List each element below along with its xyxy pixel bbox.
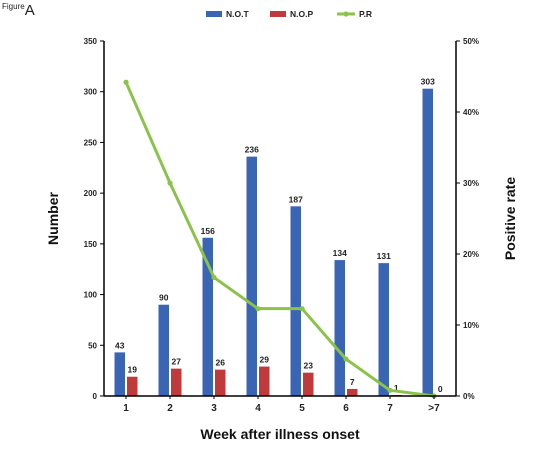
x-tick-label-3: 4: [255, 403, 261, 414]
data-label-nop-1: 27: [172, 357, 182, 367]
y2-axis-title: Positive rate: [502, 177, 518, 260]
point-pr-4: [299, 306, 305, 312]
y-tick-label-6: 300: [84, 88, 98, 97]
data-label-not-4: 187: [289, 194, 303, 204]
legend-label-nop: N.O.P: [290, 9, 313, 19]
x-tick-label-4: 5: [299, 403, 305, 414]
y2-tick-label-0: 0%: [463, 392, 475, 401]
figure-letter: A: [24, 2, 35, 19]
figure-label: FigureA: [2, 2, 35, 20]
y2-tick-label-4: 40%: [463, 108, 479, 117]
data-label-nop-3: 29: [260, 355, 270, 365]
bar-nop-4: [303, 372, 314, 396]
legend-marker-pr: [343, 11, 349, 17]
data-label-nop-7: 0: [438, 384, 443, 394]
bar-not-1: [158, 304, 169, 396]
legend-swatch-not: [206, 11, 222, 17]
bar-not-0: [114, 352, 125, 396]
data-label-nop-0: 19: [128, 365, 138, 375]
bar-nop-5: [347, 388, 358, 396]
data-label-not-3: 236: [245, 145, 259, 155]
y-tick-label-1: 50: [88, 341, 97, 350]
point-pr-5: [343, 356, 349, 362]
y2-tick-label-5: 50%: [463, 37, 479, 46]
x-tick-label-2: 3: [211, 403, 217, 414]
data-label-not-2: 156: [201, 226, 215, 236]
x-tick-label-0: 1: [123, 403, 129, 414]
x-tick-label-1: 2: [167, 403, 173, 414]
y-axis-title: Number: [45, 192, 61, 245]
x-tick-label-7: >7: [428, 403, 440, 414]
x-axis-title: Week after illness onset: [200, 426, 360, 442]
y-tick-label-7: 350: [84, 37, 98, 46]
legend-label-pr: P.R: [359, 9, 372, 19]
y2-tick-label-1: 10%: [463, 321, 479, 330]
x-tick-label-6: 7: [387, 403, 393, 414]
point-pr-2: [211, 274, 217, 281]
point-pr-3: [255, 306, 261, 312]
figure-prefix: Figure: [2, 2, 25, 11]
y2-tick-label-3: 30%: [463, 179, 479, 188]
y-tick-label-0: 0: [93, 392, 98, 401]
y-tick-label-3: 150: [84, 240, 98, 249]
bar-nop-3: [259, 366, 270, 396]
bar-not-6: [378, 263, 389, 396]
legend-label-not: N.O.T: [226, 9, 249, 19]
legend-swatch-nop: [270, 11, 286, 17]
bar-not-3: [246, 156, 257, 396]
data-label-not-6: 131: [377, 251, 391, 261]
data-label-nop-2: 26: [216, 358, 226, 368]
data-label-not-7: 303: [421, 77, 435, 87]
data-label-not-1: 90: [159, 293, 169, 303]
data-label-nop-5: 7: [350, 377, 355, 387]
bar-nop-1: [171, 368, 182, 396]
bar-nop-0: [127, 376, 138, 396]
y2-tick-label-2: 20%: [463, 250, 479, 259]
line-pr: [124, 81, 435, 398]
y-tick-label-4: 200: [84, 189, 98, 198]
bar-not-5: [334, 260, 345, 396]
bar-not-2: [202, 237, 213, 396]
bar-not-7: [422, 88, 433, 397]
bar-not-4: [290, 206, 301, 396]
point-pr-6: [387, 387, 393, 393]
x-tick-label-5: 6: [343, 403, 349, 414]
point-pr-1: [167, 180, 173, 186]
data-label-not-5: 134: [333, 248, 347, 258]
y-tick-label-2: 100: [84, 291, 98, 300]
y-tick-label-5: 250: [84, 138, 98, 147]
data-label-not-0: 43: [115, 340, 125, 350]
data-label-nop-6: 1: [394, 383, 399, 393]
point-pr-0: [123, 79, 129, 85]
data-label-nop-4: 23: [304, 361, 314, 371]
bar-nop-2: [215, 369, 226, 396]
